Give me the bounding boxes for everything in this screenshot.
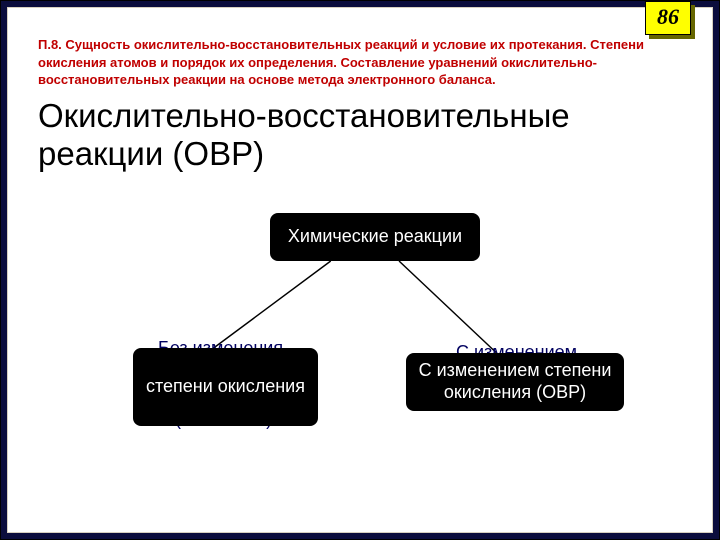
node-left-label: степени окисления bbox=[146, 376, 305, 398]
node-left: степени окисления bbox=[133, 348, 318, 426]
slide-content: П.8. Сущность окислительно-восстановител… bbox=[8, 8, 712, 532]
node-right-line1: С изменением степени bbox=[419, 360, 612, 382]
page-number-badge: 86 bbox=[645, 1, 691, 35]
tree-diagram: Химические реакции Без изменения (обменн… bbox=[38, 213, 682, 443]
slide-frame: П.8. Сущность окислительно-восстановител… bbox=[0, 0, 720, 540]
edge-root-left bbox=[214, 261, 331, 348]
edge-root-right bbox=[399, 261, 497, 353]
node-right-line2: окисления (ОВР) bbox=[444, 382, 586, 404]
node-right: С изменением степени окисления (ОВР) bbox=[406, 353, 624, 411]
page-number: 86 bbox=[657, 4, 679, 29]
node-root: Химические реакции bbox=[270, 213, 480, 261]
page-title: Окислительно-восстановительные реакции (… bbox=[38, 97, 682, 173]
intro-text: П.8. Сущность окислительно-восстановител… bbox=[38, 36, 682, 89]
